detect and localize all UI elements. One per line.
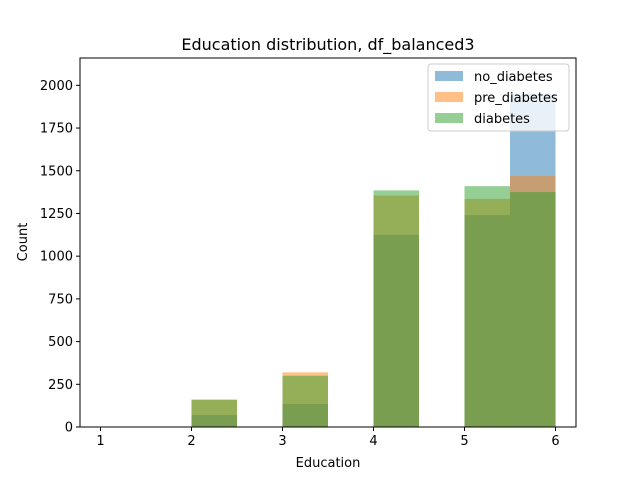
- y-tick-label: 250: [48, 378, 73, 393]
- legend-label-diabetes: diabetes: [474, 112, 530, 127]
- y-tick-label: 750: [48, 292, 73, 307]
- legend-label-pre-diabetes: pre_diabetes: [474, 91, 558, 106]
- chart-title: Education distribution, df_balanced3: [181, 35, 474, 55]
- x-tick-label: 3: [278, 434, 286, 449]
- plot-frame: [79, 57, 577, 428]
- legend-swatch-no-diabetes: [435, 71, 463, 81]
- legend-swatch-diabetes: [435, 113, 463, 123]
- legend-label-no-diabetes: no_diabetes: [474, 70, 553, 85]
- x-tick-label: 2: [187, 434, 195, 449]
- bar-diabetes-bin-3: [191, 399, 237, 427]
- x-axis-label: Education: [296, 456, 361, 471]
- y-tick-label: 2000: [40, 79, 73, 94]
- x-tick-label: 5: [460, 434, 468, 449]
- x-tick-label: 1: [96, 434, 104, 449]
- legend: no_diabetes pre_diabetes diabetes: [427, 63, 570, 132]
- axes-layer: 1 2 3 4 5 6 0 250 500 750 1000 1250 1500 1750 2000: [40, 57, 577, 449]
- y-tick-label: 1500: [40, 164, 73, 179]
- bar-diabetes-bin-9: [464, 186, 511, 427]
- y-tick-label: 1000: [40, 250, 73, 265]
- y-axis-label: Count: [16, 223, 31, 262]
- legend-box: [427, 63, 570, 132]
- bars-layer: [191, 93, 556, 427]
- x-tick-label: 4: [369, 434, 377, 449]
- x-tick-label: 6: [551, 434, 559, 449]
- y-tick-label: 0: [65, 421, 73, 436]
- y-tick-label: 1750: [40, 122, 73, 137]
- bar-diabetes-bin-7: [373, 190, 420, 427]
- bar-diabetes-bin-10: [510, 192, 556, 427]
- legend-swatch-pre-diabetes: [435, 92, 463, 102]
- bar-diabetes-bin-5: [282, 375, 328, 427]
- y-tick-label: 500: [48, 335, 73, 350]
- y-tick-label: 1250: [40, 207, 73, 222]
